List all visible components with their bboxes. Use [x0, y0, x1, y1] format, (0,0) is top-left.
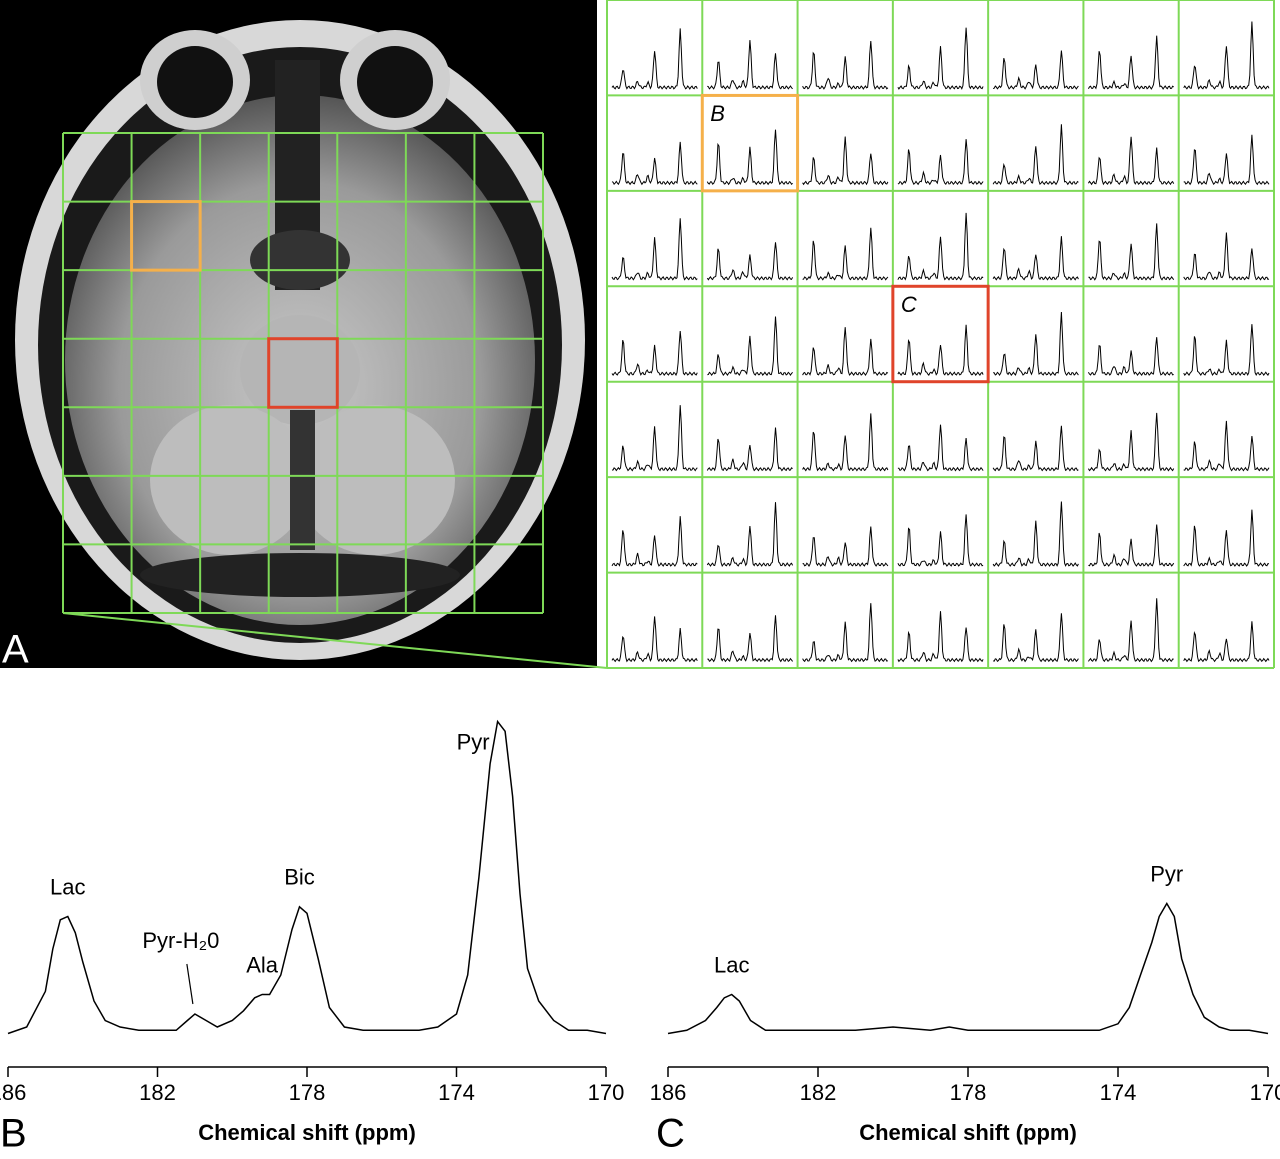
mini-spectrum [897, 611, 984, 663]
mini-spectrum [1183, 324, 1270, 377]
mini-spectrum [1183, 21, 1270, 90]
mini-spectrum [1088, 524, 1175, 567]
mini-spectrum [611, 218, 698, 281]
x-axis-title: Chemical shift (ppm) [198, 1120, 416, 1145]
mini-spectrum [1183, 232, 1270, 281]
box-label: C [901, 292, 917, 317]
x-tick-label: 178 [950, 1080, 987, 1105]
mini-spectrum [706, 242, 794, 281]
mini-spectrum [802, 413, 889, 472]
mini-spectrum [992, 501, 1079, 567]
x-tick-label: 186 [650, 1080, 687, 1105]
x-tick-label: 186 [0, 1080, 26, 1105]
voxel-box [891, 284, 990, 384]
x-tick-label: 182 [139, 1080, 176, 1105]
mini-spectrum [1183, 420, 1270, 472]
annotation: Pyr [457, 729, 490, 754]
mini-spectrum [802, 40, 889, 90]
panel-label: C [656, 1112, 685, 1154]
mini-spectrum [1183, 509, 1270, 567]
annotation: Lac [50, 874, 85, 899]
mini-spectrum [611, 330, 698, 377]
mini-spectrum [611, 616, 698, 663]
x-axis-title: Chemical shift (ppm) [859, 1120, 1077, 1145]
annotation: Bic [284, 865, 315, 890]
panel-label: B [0, 1112, 27, 1154]
mini-spectrum [897, 514, 984, 567]
mini-spectrum [802, 227, 889, 281]
leader-line [186, 963, 194, 1005]
annotation: Ala [246, 952, 279, 977]
mini-spectrum [802, 526, 889, 567]
box-label: B [710, 101, 725, 126]
mini-spectrum [1183, 621, 1270, 663]
mini-spectrum [802, 136, 889, 186]
mini-spectrum [992, 124, 1079, 186]
mini-spectrum [992, 50, 1079, 90]
mini-spectrum [1087, 136, 1175, 186]
mini-spectrum [897, 27, 984, 90]
mini-spectrum [706, 129, 793, 186]
voxel-box [700, 93, 800, 193]
voxel-box [267, 337, 339, 409]
x-tick-label: 174 [438, 1080, 475, 1105]
mini-spectrum [706, 502, 794, 567]
mini-spectrum [1088, 223, 1175, 281]
mini-spectrum [1183, 134, 1270, 186]
x-tick-label: 178 [289, 1080, 326, 1105]
mini-spectrum [897, 324, 984, 377]
mini-spectrum [611, 28, 698, 90]
mini-spectrum [707, 615, 794, 663]
x-tick-label: 182 [800, 1080, 837, 1105]
mini-spectrum [1087, 337, 1174, 376]
mini-spectrum [1087, 412, 1175, 472]
voxel-grid [62, 132, 544, 614]
mini-spectrum [897, 424, 984, 472]
panel-label: A [2, 628, 29, 672]
mini-spectrum [897, 139, 984, 186]
mri-image [0, 0, 597, 668]
mini-spectrum [611, 405, 698, 472]
mini-spectrum [897, 212, 984, 281]
mini-spectrum [611, 141, 698, 186]
mini-spectrum [1087, 598, 1174, 663]
x-tick-label: 170 [1250, 1080, 1280, 1105]
mini-spectrum [707, 40, 793, 90]
spectrum-line [667, 902, 1269, 1035]
mini-spectrum [992, 425, 1079, 472]
mini-spectrum [611, 516, 698, 567]
mini-spectrum [706, 427, 793, 472]
mini-spectrum [992, 613, 1079, 663]
mini-spectrum [1087, 35, 1174, 90]
annotation: Pyr-H₂0 [142, 928, 219, 953]
mini-spectrum [707, 316, 793, 377]
mini-spectrum [993, 311, 1079, 377]
x-tick-label: 174 [1100, 1080, 1137, 1105]
mini-spectrum [802, 603, 889, 663]
mini-spectrum [802, 327, 889, 377]
zoom-line [62, 612, 608, 669]
spectra-grid: BC [606, 0, 1275, 669]
mini-spectrum [992, 236, 1079, 281]
x-tick-label: 170 [588, 1080, 625, 1105]
voxel-box [130, 200, 202, 272]
spectrum-line [7, 719, 607, 1035]
annotation: Lac [714, 952, 749, 977]
annotation: Pyr [1150, 861, 1183, 886]
